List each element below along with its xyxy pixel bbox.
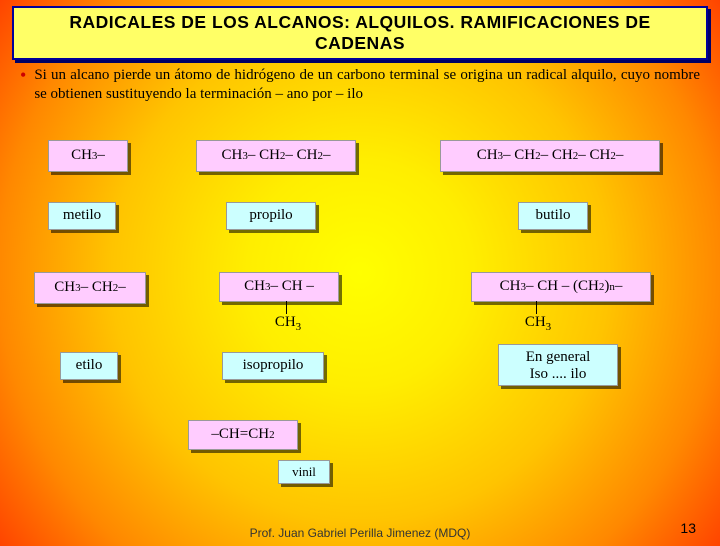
formula-butilo: CH3 – CH2 – CH2 – CH2 – [440, 140, 660, 172]
label-butilo: butilo [518, 202, 588, 230]
label-propilo: propilo [226, 202, 316, 230]
footer-credit: Prof. Juan Gabriel Perilla Jimenez (MDQ) [0, 526, 720, 540]
formula-metilo: CH3 – [48, 140, 128, 172]
label-isopropilo: isopropilo [222, 352, 324, 380]
content-grid: CH3 – CH3 – CH2 – CH2– CH3 – CH2 – CH2 –… [0, 122, 720, 482]
formula-vinil: –CH=CH2 [188, 420, 298, 450]
formula-iso-general: CH3 – CH – (CH2)n – CH3 [466, 272, 656, 333]
page-number: 13 [680, 520, 696, 536]
slide-title: RADICALES DE LOS ALCANOS: ALQUILOS. RAMI… [12, 6, 708, 60]
bullet-item: • Si un alcano pierde un átomo de hidróg… [20, 66, 700, 104]
label-metilo: metilo [48, 202, 116, 230]
bullet-text: Si un alcano pierde un átomo de hidrógen… [34, 66, 700, 104]
formula-etilo: CH3 – CH2 – [34, 272, 146, 304]
label-general-line1: En general [507, 349, 609, 366]
bullet-icon: • [20, 66, 26, 104]
label-general-line2: Iso .... ilo [507, 366, 609, 383]
formula-isopropilo: CH3 – CH – CH3 [214, 272, 344, 333]
label-vinil: vinil [278, 460, 330, 484]
formula-propilo: CH3 – CH2 – CH2– [196, 140, 356, 172]
label-etilo: etilo [60, 352, 118, 380]
label-iso-general: En general Iso .... ilo [498, 344, 618, 386]
